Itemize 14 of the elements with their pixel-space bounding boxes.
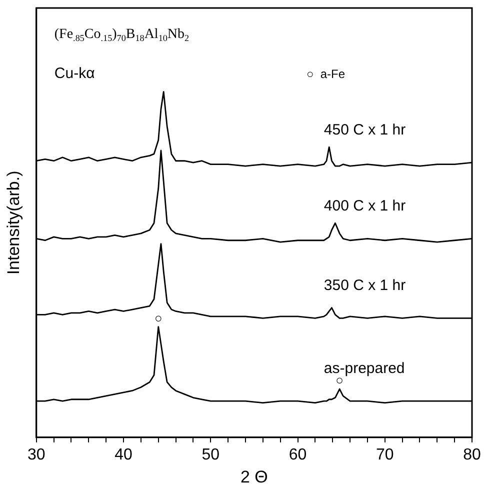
x-tick-label: 60 [288, 446, 307, 464]
y-axis-title: Intensity(arb.) [4, 170, 23, 275]
x-tick-label: 80 [463, 446, 481, 464]
x-tick-label: 30 [28, 446, 46, 464]
text: ○ a-Fe [306, 67, 346, 81]
series-label: 400 C x 1 hr [324, 198, 406, 215]
series-label: 350 C x 1 hr [324, 277, 406, 294]
x-axis-title: 2 Θ [240, 467, 268, 486]
x-tick-label: 50 [202, 446, 220, 464]
x-tick-label: 40 [114, 446, 133, 464]
text: Cu-kα [54, 65, 96, 82]
x-tick-label: 70 [376, 446, 394, 464]
annotation: ○ [154, 310, 162, 326]
series-label: 450 C x 1 hr [324, 122, 406, 139]
